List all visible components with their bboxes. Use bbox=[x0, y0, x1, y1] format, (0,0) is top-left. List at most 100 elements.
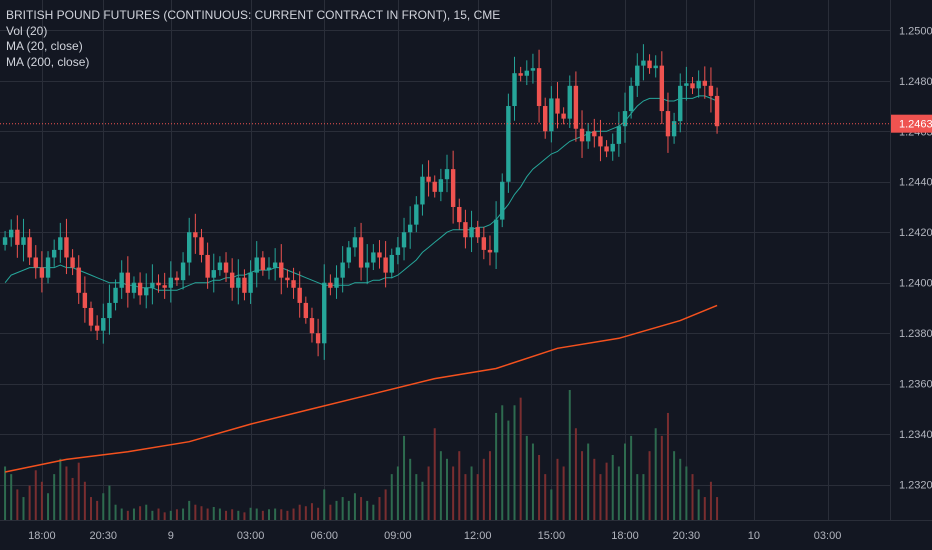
candle-body bbox=[653, 65, 658, 69]
candle bbox=[647, 54, 652, 74]
volume-bar bbox=[280, 509, 283, 520]
candle bbox=[39, 251, 45, 293]
candle bbox=[15, 215, 20, 258]
volume-bar bbox=[452, 466, 455, 520]
candle bbox=[518, 66, 523, 82]
candle bbox=[684, 66, 689, 101]
candle-body bbox=[475, 227, 480, 238]
candle bbox=[407, 206, 413, 249]
candle bbox=[279, 244, 284, 295]
candle-body bbox=[315, 333, 321, 344]
candle bbox=[702, 66, 707, 99]
volume-bar bbox=[22, 497, 25, 520]
volume-bar bbox=[225, 510, 228, 520]
volume-bar bbox=[126, 510, 129, 520]
volume-bar bbox=[40, 481, 43, 520]
candle bbox=[180, 252, 186, 290]
volume-bar bbox=[286, 510, 289, 520]
candle-body bbox=[610, 143, 615, 152]
candle bbox=[21, 218, 26, 262]
candle bbox=[530, 53, 536, 84]
candle bbox=[585, 122, 591, 149]
candle bbox=[653, 55, 658, 78]
volume-bar bbox=[304, 506, 307, 520]
candle bbox=[567, 75, 572, 128]
candle-body bbox=[156, 282, 161, 286]
candle bbox=[248, 260, 253, 304]
candle bbox=[450, 150, 456, 224]
candle-body bbox=[352, 237, 358, 248]
legend-ma200[interactable]: MA (200, close) bbox=[6, 54, 90, 69]
candle-body bbox=[279, 262, 284, 278]
candle bbox=[549, 86, 554, 143]
time-tick-label: 03:00 bbox=[237, 530, 265, 542]
candle bbox=[708, 67, 714, 113]
legend-volume[interactable]: Vol (20) bbox=[6, 23, 48, 38]
candle bbox=[395, 237, 401, 265]
volume-bar bbox=[151, 510, 154, 520]
legend-symbol[interactable]: BRITISH POUND FUTURES (CONTINUOUS: CURRE… bbox=[6, 8, 501, 22]
candle-body bbox=[450, 169, 456, 207]
candle-body bbox=[616, 126, 622, 144]
candle bbox=[678, 73, 683, 133]
candle-body bbox=[137, 282, 143, 296]
volume-bar bbox=[169, 510, 172, 520]
candle bbox=[144, 273, 149, 309]
candle bbox=[573, 71, 579, 142]
candle bbox=[27, 228, 32, 265]
candle bbox=[438, 168, 444, 202]
candle-body bbox=[254, 257, 259, 273]
price-tick-label: 1.2320 bbox=[899, 480, 932, 492]
volume-bar bbox=[96, 500, 99, 520]
candle-body bbox=[543, 106, 548, 132]
candle-body bbox=[524, 70, 529, 76]
candle-body bbox=[21, 237, 26, 245]
candle-body bbox=[334, 277, 339, 288]
ma200-series bbox=[4, 304, 718, 473]
time-axis[interactable]: 18:00 20:30 9 03:00 06:00 09:00 12:00 15:00 18:0… bbox=[28, 530, 841, 542]
volume-bar bbox=[685, 466, 688, 520]
price-axis[interactable]: 1.2500 1.2480 1.2463 1.2440 1.2420 1.2400 1.23… bbox=[899, 25, 932, 491]
candle-body bbox=[346, 247, 351, 263]
candle bbox=[266, 257, 272, 280]
volume-bar bbox=[568, 390, 571, 520]
volume-bar bbox=[574, 428, 577, 520]
volume-bar bbox=[53, 474, 56, 520]
volume-bar bbox=[427, 466, 430, 520]
volume-bar bbox=[237, 510, 240, 520]
candle-body bbox=[242, 277, 247, 293]
time-tick-label: 03:00 bbox=[814, 530, 842, 542]
candle bbox=[536, 49, 542, 123]
candle-body bbox=[463, 222, 468, 238]
candle bbox=[555, 82, 560, 129]
volume-bar bbox=[599, 474, 602, 520]
volume-bar bbox=[34, 470, 37, 520]
candle bbox=[641, 44, 646, 81]
candle bbox=[88, 301, 94, 332]
candle-body bbox=[481, 237, 487, 250]
volume-bar bbox=[556, 458, 559, 520]
candle bbox=[493, 201, 499, 270]
time-tick-label: 06:00 bbox=[310, 530, 338, 542]
volume-bar bbox=[212, 507, 215, 520]
price-tick-label: 1.2380 bbox=[899, 328, 932, 340]
candle bbox=[76, 255, 81, 304]
candle-body bbox=[180, 262, 186, 281]
candle-body bbox=[444, 169, 450, 180]
candle bbox=[543, 97, 548, 139]
candle bbox=[328, 274, 333, 296]
candle bbox=[229, 258, 235, 301]
candle bbox=[598, 119, 603, 162]
candle-body bbox=[696, 80, 701, 89]
legend-ma20[interactable]: MA (20, close) bbox=[6, 39, 83, 53]
candle-body bbox=[15, 229, 20, 245]
volume-bar bbox=[476, 474, 479, 520]
candle-body bbox=[199, 237, 204, 255]
volume-bar bbox=[421, 481, 424, 520]
volume-bar bbox=[525, 435, 528, 520]
candle bbox=[506, 93, 511, 193]
candle bbox=[33, 245, 38, 279]
volume-bar bbox=[218, 508, 221, 520]
volume-bar bbox=[611, 455, 614, 520]
